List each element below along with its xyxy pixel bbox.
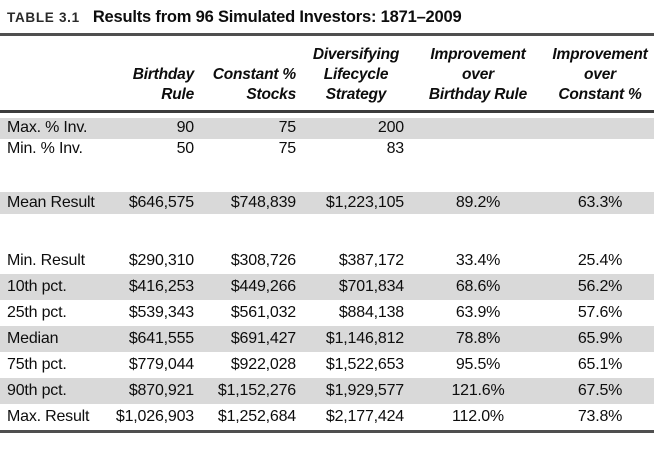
cell-value: 78.8%	[410, 325, 546, 352]
cell-label: Max. Result	[7, 407, 90, 425]
bottom-rule	[0, 429, 654, 433]
cell-value: $748,839	[200, 191, 302, 214]
table-row-90th-pct: 90th pct. $870,921 $1,152,276 $1,929,577…	[0, 377, 654, 404]
cell-value: $308,726	[230, 251, 296, 269]
cell-label: Min. Result	[7, 251, 85, 269]
cell-value: $691,427	[200, 325, 302, 352]
cell-value: 65.9%	[546, 325, 654, 352]
cell-value: $1,026,903	[115, 407, 194, 425]
table-header: Birthday Rule Constant % Stocks Diversif…	[0, 36, 654, 114]
table-title: Results from 96 Simulated Investors: 187…	[92, 8, 462, 26]
col-header-improvement-over-birthday-rule: Improvement over Birthday Rule	[410, 36, 546, 114]
cell-label: Median	[0, 325, 112, 352]
cell-value: $449,266	[200, 273, 302, 300]
cell-value	[546, 117, 654, 139]
cell-value: 75	[278, 140, 297, 158]
table-caption: TABLE 3.1 Results from 96 Simulated Inve…	[0, 0, 654, 33]
table-body: Max. % Inv. 90 75 200 Min. % Inv. 50 75 …	[0, 112, 654, 430]
cell-value: 50	[176, 140, 195, 158]
table-row-75th-pct: 75th pct. $779,044 $922,028 $1,522,653 9…	[0, 352, 654, 378]
cell-label: 90th pct.	[0, 377, 112, 404]
table-row-median: Median $641,555 $691,427 $1,146,812 78.8…	[0, 325, 654, 352]
cell-value: 57.6%	[577, 303, 623, 321]
col-header-birthday-rule: Birthday Rule	[112, 36, 200, 114]
cell-value: 25.4%	[577, 251, 623, 269]
cell-value: $1,146,812	[302, 325, 410, 352]
cell-label: Min. % Inv.	[7, 140, 83, 158]
cell-value	[546, 139, 654, 160]
cell-value: $1,223,105	[302, 191, 410, 214]
cell-value: $1,252,684	[217, 407, 296, 425]
cell-value: 75	[200, 117, 302, 139]
cell-label: 10th pct.	[0, 273, 112, 300]
cell-value: $1,929,577	[302, 377, 410, 404]
table-row-25th-pct: 25th pct. $539,343 $561,032 $884,138 63.…	[0, 300, 654, 326]
cell-value: $641,555	[112, 325, 200, 352]
cell-value: 67.5%	[546, 377, 654, 404]
cell-value: 89.2%	[410, 191, 546, 214]
cell-value: $884,138	[338, 303, 404, 321]
cell-value: 63.3%	[546, 191, 654, 214]
cell-value: $1,522,653	[325, 355, 404, 373]
cell-value: 112.0%	[452, 407, 504, 425]
spacer-row	[0, 160, 654, 192]
cell-value: $646,575	[112, 191, 200, 214]
table-number-label: TABLE 3.1	[7, 10, 80, 25]
table-row-mean-result: Mean Result $646,575 $748,839 $1,223,105…	[0, 191, 654, 214]
cell-value: $701,834	[302, 273, 410, 300]
cell-value: 73.8%	[577, 407, 623, 425]
cell-value: $290,310	[128, 251, 194, 269]
results-table: Birthday Rule Constant % Stocks Diversif…	[0, 36, 654, 430]
cell-label: 25th pct.	[7, 303, 67, 321]
table-row-max-result: Max. Result $1,026,903 $1,252,684 $2,177…	[0, 404, 654, 430]
cell-value: 95.5%	[455, 355, 501, 373]
col-header-diversifying-lifecycle-strategy: Diversifying Lifecycle Strategy	[302, 36, 410, 114]
cell-value: $416,253	[112, 273, 200, 300]
cell-value: $387,172	[338, 251, 404, 269]
table-row-min-pct-inv: Min. % Inv. 50 75 83	[0, 139, 654, 160]
col-header-empty	[0, 36, 112, 114]
table-row-max-pct-inv: Max. % Inv. 90 75 200	[0, 117, 654, 139]
top-rule	[0, 33, 654, 36]
cell-label: 75th pct.	[7, 355, 67, 373]
col-header-improvement-over-constant-pct: Improvement over Constant %	[546, 36, 654, 114]
cell-value: $779,044	[128, 355, 194, 373]
cell-value: $870,921	[112, 377, 200, 404]
cell-value	[410, 117, 546, 139]
col-header-constant-pct-stocks: Constant % Stocks	[200, 36, 302, 114]
cell-value: 121.6%	[410, 377, 546, 404]
cell-value: $1,152,276	[200, 377, 302, 404]
cell-value: 83	[386, 140, 405, 158]
cell-label: Mean Result	[0, 191, 112, 214]
cell-value: 65.1%	[577, 355, 623, 373]
cell-value: 90	[112, 117, 200, 139]
cell-value: 63.9%	[455, 303, 501, 321]
cell-value	[410, 139, 546, 160]
cell-value: $922,028	[230, 355, 296, 373]
cell-value: $2,177,424	[325, 407, 404, 425]
cell-label: Max. % Inv.	[0, 117, 112, 139]
cell-value: 68.6%	[410, 273, 546, 300]
cell-value: 33.4%	[455, 251, 501, 269]
table-row-min-result: Min. Result $290,310 $308,726 $387,172 3…	[0, 248, 654, 274]
cell-value: 56.2%	[546, 273, 654, 300]
cell-value: 200	[302, 117, 410, 139]
spacer-row	[0, 214, 654, 248]
cell-value: $539,343	[128, 303, 194, 321]
cell-value: $561,032	[230, 303, 296, 321]
table-row-10th-pct: 10th pct. $416,253 $449,266 $701,834 68.…	[0, 273, 654, 300]
